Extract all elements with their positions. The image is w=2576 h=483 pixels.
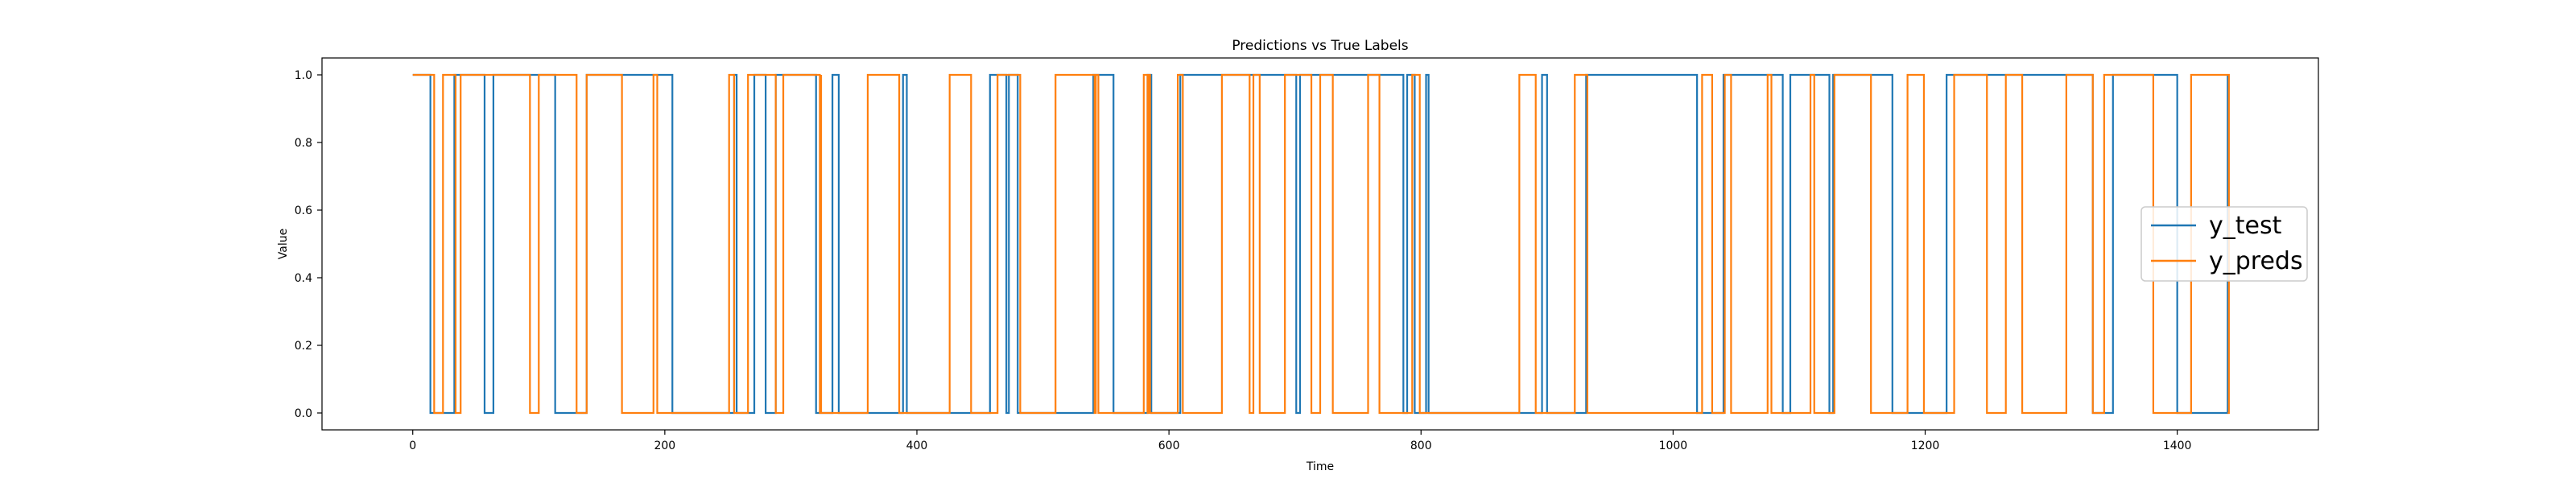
plot-area (321, 57, 2319, 431)
x-axis-ticks: 0 200 400 600 800 1000 1200 1400 (409, 430, 2191, 452)
x-tick-label: 1400 (2163, 440, 2192, 452)
x-tick-label: 0 (409, 440, 416, 452)
series-line-y-preds (412, 73, 2230, 415)
x-tick-label: 800 (1410, 440, 1432, 452)
x-tick-label: 200 (654, 440, 675, 452)
x-axis-label: Time (1306, 460, 1334, 473)
chart-title: Predictions vs True Labels (1232, 38, 1408, 54)
y-tick-label: 1.0 (295, 69, 312, 82)
x-tick-label: 1200 (1911, 440, 1940, 452)
x-tick-label: 400 (906, 440, 928, 452)
plot-frame (321, 57, 2319, 431)
legend-label-y-preds: y_preds (2209, 247, 2303, 275)
x-tick-label: 1000 (1659, 440, 1688, 452)
y-axis-label: Value (277, 229, 290, 259)
legend: y_test y_preds (2140, 206, 2308, 282)
y-tick-label: 0.8 (295, 137, 312, 150)
y-tick-label: 0.6 (295, 204, 312, 217)
legend-label-y-test: y_test (2209, 212, 2282, 240)
y-tick-label: 0.0 (295, 407, 312, 420)
x-tick-label: 600 (1158, 440, 1180, 452)
y-tick-label: 0.2 (295, 340, 312, 353)
y-axis-ticks: 0.0 0.2 0.4 0.6 0.8 1.0 (295, 69, 322, 420)
y-tick-label: 0.4 (295, 272, 312, 285)
